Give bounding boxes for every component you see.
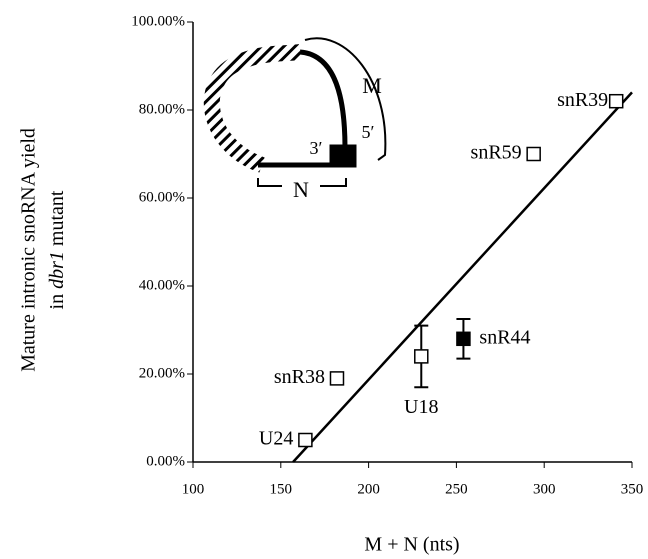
point: [330, 372, 343, 385]
inset-box: [330, 145, 356, 167]
y-tick-label: 80.00%: [139, 101, 185, 117]
y-label-italic: dbr1: [46, 251, 68, 289]
y-tick-label: 40.00%: [139, 277, 185, 293]
y-tick-label: 100.00%: [131, 13, 185, 29]
chart: M + N (nts) Mature intronic snoRNA yield…: [0, 0, 648, 559]
point: [527, 148, 540, 161]
inset-5-label: 5′: [362, 122, 375, 142]
y-tick-label: 0.00%: [146, 453, 185, 469]
y-label-start: in: [46, 294, 68, 310]
x-tick-label: 200: [357, 481, 380, 497]
point-label: snR59: [471, 142, 522, 164]
point-label: U18: [404, 396, 438, 418]
y-tick-label: 60.00%: [139, 189, 185, 205]
page: M + N (nts) Mature intronic snoRNA yield…: [0, 0, 648, 559]
point: [299, 434, 312, 447]
inset-n-label: N: [293, 177, 309, 202]
y-tick-label: 20.00%: [139, 365, 185, 381]
inset-m-label: M: [362, 73, 382, 98]
y-label-line1: Mature intronic snoRNA yield: [18, 128, 40, 372]
x-tick-label: 100: [182, 481, 205, 497]
point: [457, 332, 470, 345]
x-tick-label: 250: [445, 481, 468, 497]
x-tick-label: 300: [533, 481, 556, 497]
x-axis-label: M + N (nts): [364, 534, 459, 556]
point-label: snR38: [274, 366, 325, 388]
y-label-end: mutant: [46, 190, 68, 246]
x-tick-label: 350: [621, 481, 644, 497]
y-axis-label: Mature intronic snoRNA yield in dbr1 mut…: [18, 128, 68, 372]
y-label-line2: in dbr1 mutant: [46, 190, 68, 309]
x-tick-label: 150: [270, 481, 293, 497]
point-label: U24: [259, 428, 293, 450]
inset-loop: [300, 52, 345, 148]
point-label: snR39: [557, 89, 608, 111]
inset-3-label: 3′: [310, 138, 323, 158]
point-label: snR44: [479, 326, 530, 348]
inset-diagram: [212, 38, 386, 186]
point: [415, 350, 428, 363]
point: [610, 95, 623, 108]
